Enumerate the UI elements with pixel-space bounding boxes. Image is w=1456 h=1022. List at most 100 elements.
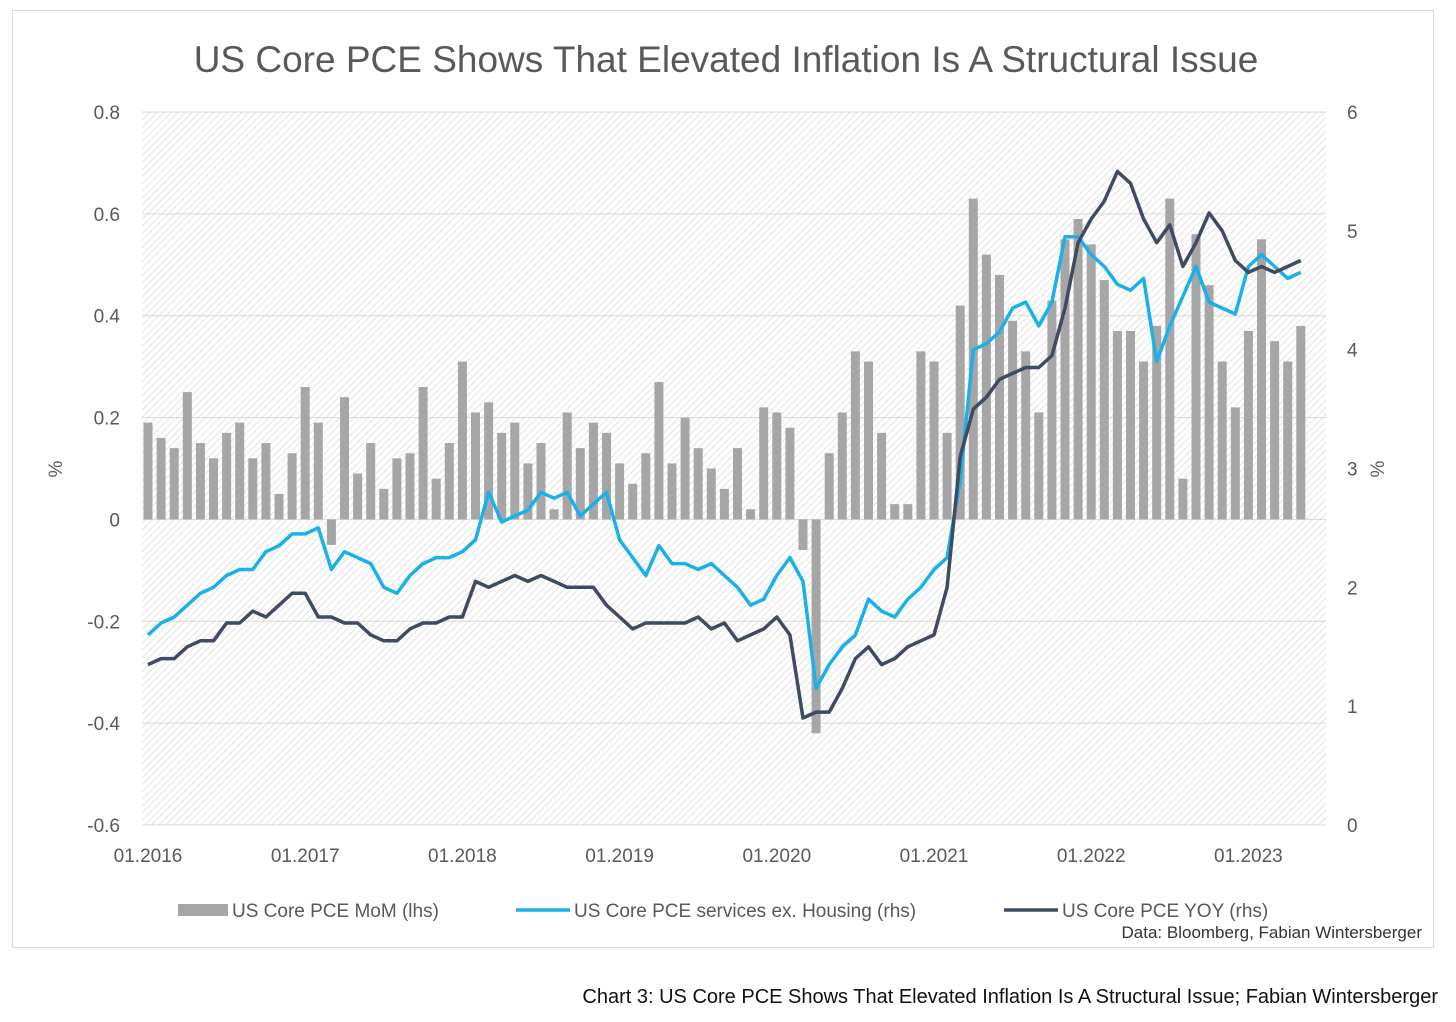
bar [1086,244,1096,520]
bar [850,351,860,520]
bar [733,448,742,520]
y-left-tick-label: 0.6 [94,205,120,226]
bar [169,448,179,520]
bar [222,432,232,520]
y-axis-left-label: % [46,460,67,477]
bar [1099,280,1109,520]
bar [995,274,1004,520]
bar [405,453,415,520]
bar [706,468,716,520]
y-right-tick-label: 1 [1347,697,1358,718]
bar [981,254,991,520]
bar [1257,239,1266,520]
bar [1230,407,1240,520]
bar [641,453,651,520]
y-right-tick-label: 4 [1347,341,1358,362]
bar [903,504,913,520]
bar [1112,330,1122,520]
bar [549,509,559,520]
bar [562,412,572,520]
bar [143,422,153,520]
bar [890,504,900,520]
bar [1243,330,1253,520]
legend-swatch-bar [178,904,228,916]
bar [1283,361,1293,520]
bar [1034,412,1044,520]
bar [366,443,376,520]
bar [248,458,258,520]
legend-label: US Core PCE services ex. Housing (rhs) [574,901,916,922]
bar [955,305,965,520]
bar [667,463,677,520]
bar [680,417,690,520]
bar [209,458,218,520]
y-left-tick-label: 0.8 [94,103,120,124]
bar [274,493,284,520]
bar [588,422,598,520]
bar [824,453,834,520]
bar [1139,361,1149,520]
bar [602,432,611,520]
bar [510,422,520,520]
x-tick-label: 01.2023 [1214,846,1283,867]
x-tick-label: 01.2016 [114,846,183,867]
y-right-tick-label: 6 [1347,103,1358,124]
bar [300,387,310,520]
bar [1060,239,1070,520]
bar [313,422,323,520]
bar [1217,361,1227,520]
bar [1191,234,1201,520]
bar [431,478,441,520]
bar [746,509,756,520]
bar [471,412,480,520]
bar [287,453,297,520]
x-tick-label: 01.2018 [428,846,497,867]
y-right-tick-label: 5 [1347,222,1358,243]
bar [693,448,703,520]
bar [772,412,782,520]
bar [628,483,638,520]
bar [929,361,939,520]
bar [1126,330,1135,520]
bar [261,443,271,520]
x-tick-label: 01.2020 [742,846,811,867]
bar [1204,285,1214,520]
x-tick-label: 01.2017 [271,846,340,867]
bar [654,381,664,520]
legend-label: US Core PCE MoM (lhs) [232,901,439,922]
bar [1047,300,1057,520]
x-axis: 01.2016 01.2017 01.2018 01.2019 01.2020 01.20… [114,846,1283,867]
source-note: Data: Bloomberg, Fabian Wintersberger [1122,923,1423,942]
bar [379,488,389,520]
series-line [146,235,1302,691]
x-tick-label: 01.2022 [1057,846,1126,867]
figure-caption: Chart 3: US Core PCE Shows That Elevated… [582,986,1438,1008]
bar [523,463,533,520]
bar [418,387,428,520]
bar [785,427,795,520]
bar [837,412,847,520]
y-right-tick-label: 2 [1347,578,1358,599]
legend-label: US Core PCE YOY (rhs) [1062,901,1268,922]
y-axis-right-label: % [1368,460,1389,477]
bar [1178,478,1188,520]
bar [392,458,402,520]
bar [942,432,952,520]
y-right-tick-label: 3 [1347,460,1358,481]
bar [195,443,205,520]
bar [182,392,192,520]
bar [457,361,467,520]
bar [1008,320,1018,520]
bar [444,443,454,520]
bar [615,463,625,520]
bar [235,422,245,520]
bar [484,402,494,520]
bar [1165,198,1175,520]
bar [877,432,887,520]
bar [575,448,585,520]
y-left-tick-label: -0.6 [87,816,120,837]
bar [536,443,546,520]
y-axis-right: 0 1 2 3 4 5 6 [1347,103,1358,837]
x-tick-label: 01.2021 [900,846,969,867]
y-axis-left: -0.6 -0.4 -0.2 0 0.2 0.4 0.6 0.8 [87,103,120,837]
